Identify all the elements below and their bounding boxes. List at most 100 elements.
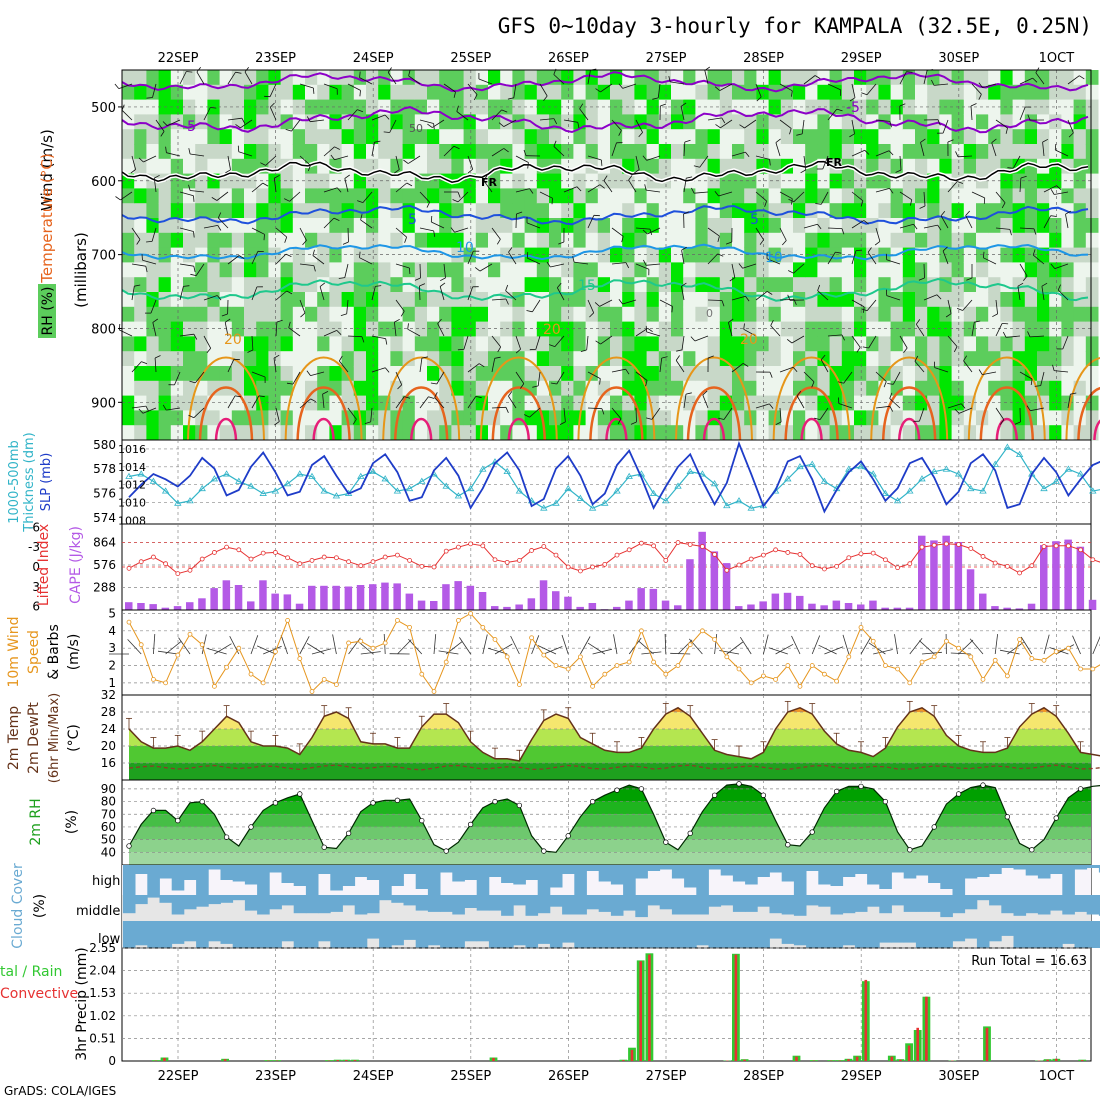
rh-cell <box>329 321 343 337</box>
rh-cell <box>561 232 574 249</box>
wind-barb-flag <box>546 261 551 268</box>
rh-cell <box>744 173 757 189</box>
rh-cell <box>414 306 428 323</box>
rh-cell <box>585 262 599 278</box>
rh-cell <box>561 425 574 441</box>
rh-cell <box>622 84 635 101</box>
rh-cell <box>390 158 404 175</box>
rh-cell <box>256 188 269 204</box>
rh-cell <box>183 366 196 382</box>
thickness-line-point <box>454 492 463 499</box>
precip-conv-bar <box>336 1060 339 1061</box>
wind-barb <box>323 83 338 90</box>
wind-barb <box>535 335 541 350</box>
wind-barb <box>851 119 855 134</box>
wind-barb-flag <box>787 294 791 301</box>
rh-cell <box>231 336 245 352</box>
rh-cell <box>231 366 245 382</box>
rh-cell <box>402 129 416 145</box>
wind-barb-flag <box>330 154 335 161</box>
rh-cell <box>902 366 916 382</box>
rh-cell <box>561 173 574 189</box>
rh-cell <box>890 336 904 352</box>
rh-cell <box>744 232 757 249</box>
wind10m-barb <box>587 642 606 655</box>
rh-cell <box>500 321 513 337</box>
wind-barb-flag <box>953 346 958 353</box>
rh-cell <box>756 70 770 86</box>
rh-cell <box>427 306 440 323</box>
wind-barb <box>395 263 410 269</box>
rh-cell <box>610 188 623 204</box>
rh-cell <box>122 425 135 441</box>
isotherm-30 <box>409 418 433 441</box>
rh-cell <box>280 218 294 234</box>
wind-barb <box>755 227 764 241</box>
contour-label: -5 <box>182 119 196 135</box>
rh-band <box>129 852 1091 865</box>
wind-barb <box>227 117 242 121</box>
wind-barb <box>923 70 928 85</box>
top-day-labels: 22SEP 23SEP 24SEP 25SEP 26SEP 27SEP 28SEP 29SEP… <box>158 51 1075 66</box>
rh-cell <box>402 188 416 204</box>
cloud-cell-low <box>354 921 368 948</box>
thickness-line-point <box>674 482 682 489</box>
wind-barb-flag <box>919 205 926 209</box>
ylabel-wind10m-1: 10m Wind <box>6 616 22 687</box>
rh-cell <box>305 380 318 397</box>
rh-cell <box>536 84 550 101</box>
wind-barb-flag <box>617 418 622 425</box>
rh-cell <box>951 306 965 323</box>
cloud-cell-high <box>867 865 880 885</box>
rh-cell <box>634 247 648 263</box>
rh-cell <box>854 321 867 337</box>
rh-cell <box>317 70 330 86</box>
wind-barb-flag <box>247 349 254 353</box>
wind-barb <box>174 371 181 386</box>
cloud-cell-low <box>854 921 868 948</box>
wind-barb-flag <box>336 330 342 335</box>
precip-tick: 2.55 <box>89 941 116 955</box>
precip-conv-bar <box>985 1027 989 1061</box>
rh-cell <box>768 336 782 352</box>
wind10m-line-point <box>358 638 364 644</box>
rh-cell <box>658 292 672 308</box>
rh-cell <box>305 292 318 308</box>
rh-cell <box>353 380 367 397</box>
cape-bar <box>747 604 755 610</box>
wind-barb <box>587 299 595 313</box>
wind10m-line-point <box>333 682 339 687</box>
rh-cell <box>610 218 623 234</box>
wind-barb-flag <box>913 224 918 230</box>
wind-barb <box>851 250 857 265</box>
rh-cell <box>231 188 245 204</box>
rh2m-point <box>248 824 254 830</box>
rh-cell <box>475 158 489 175</box>
rh-cell <box>317 173 330 189</box>
wind10m-line-point <box>797 683 803 689</box>
cloud-cell-high <box>476 865 490 895</box>
rh-cell <box>268 321 282 337</box>
wind-barb-flag <box>947 139 954 143</box>
rh-cell <box>1085 262 1099 278</box>
wind-barb <box>743 328 757 337</box>
rh-cell <box>488 173 501 189</box>
wind-barb-flag <box>550 382 557 385</box>
rh2m-point <box>223 834 230 840</box>
rh-cell <box>963 277 977 293</box>
wind-barb-flag <box>274 174 280 179</box>
wind-barb-flag <box>430 215 433 223</box>
lifted-index-line-point <box>199 556 205 562</box>
rh-cell <box>122 158 135 175</box>
ylabel-rh2m: 2m RH <box>28 798 44 845</box>
cloud-cell-high <box>696 865 709 895</box>
cloud-cell-middle <box>354 895 368 915</box>
wind10m-line-point <box>883 663 888 668</box>
wind-barb <box>587 407 603 410</box>
isotherm-20 <box>577 356 656 441</box>
wind10m-line-point <box>248 671 254 677</box>
rh-cell <box>793 218 806 234</box>
wind-barb-flag <box>284 236 288 243</box>
rh-cell <box>988 410 1001 426</box>
rh-cell <box>646 306 660 323</box>
